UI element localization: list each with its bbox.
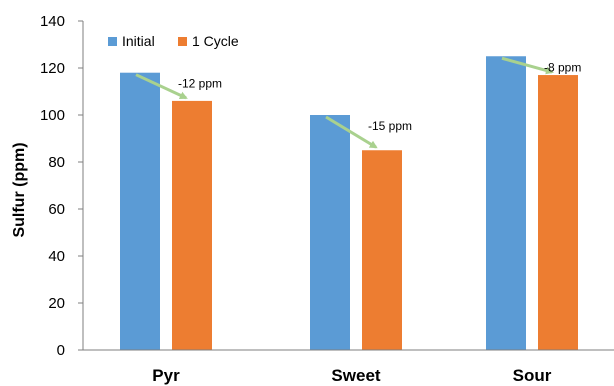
y-tick-label: 60 (48, 201, 65, 218)
bar-1-cycle-sweet (362, 150, 402, 350)
bar-initial-sour (486, 56, 526, 350)
legend-swatch-1 (178, 37, 187, 46)
bar-1-cycle-sour (538, 75, 578, 351)
change-arrows (135, 56, 554, 149)
y-tick-label: 120 (40, 60, 65, 77)
y-tick-label: 40 (48, 248, 65, 265)
x-category-label-pyr: Pyr (152, 366, 180, 385)
legend-label-0: Initial (122, 33, 155, 49)
bar-initial-pyr (120, 72, 160, 350)
change-annotations: -12 ppm -15 ppm -8 ppm (178, 60, 581, 133)
bar-1-cycle-pyr (172, 100, 212, 351)
y-tick-label: 140 (40, 13, 65, 30)
legend-swatch-0 (108, 37, 117, 46)
y-tick-label: 0 (57, 342, 65, 359)
y-tick-label: 100 (40, 107, 65, 124)
x-category-label-sweet: Sweet (331, 366, 380, 385)
legend-label-1: 1 Cycle (192, 33, 239, 49)
change-arrow-sweet (325, 115, 378, 149)
change-arrow-sour (501, 56, 554, 75)
bar-initial-sweet (310, 115, 350, 350)
change-label-pyr: -12 ppm (178, 77, 222, 91)
change-label-sweet: -15 ppm (368, 119, 412, 133)
y-axis-ticks: 0 20 40 60 80 100 120 140 (40, 13, 83, 359)
y-axis-title: Sulfur (ppm) (11, 142, 28, 237)
y-tick-label: 80 (48, 154, 65, 171)
x-category-label-sour: Sour (513, 366, 552, 385)
y-tick-label: 20 (48, 295, 65, 312)
legend: Initial 1 Cycle (108, 33, 239, 49)
change-label-sour: -8 ppm (544, 60, 581, 74)
change-arrow-pyr (135, 73, 188, 100)
bars (120, 56, 578, 351)
x-axis-category-labels: Pyr Sweet Sour (152, 366, 551, 385)
